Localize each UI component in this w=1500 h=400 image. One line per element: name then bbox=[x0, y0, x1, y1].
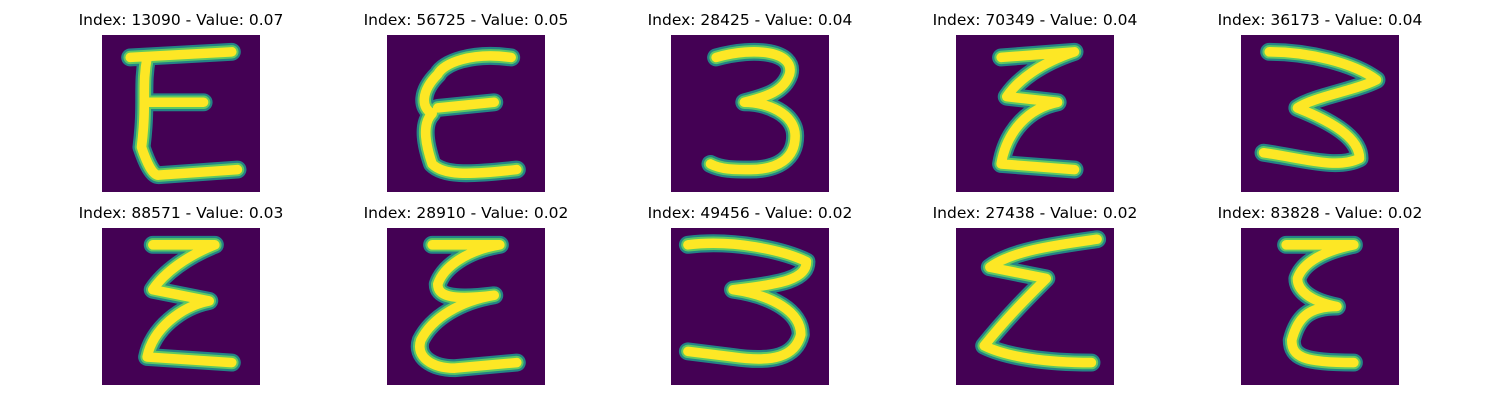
tile-5: Index: 36173 - Value: 0.04 bbox=[1218, 11, 1422, 192]
digit-stroke bbox=[1258, 47, 1382, 168]
digit-image bbox=[956, 228, 1114, 385]
tile-title: Index: 49456 - Value: 0.02 bbox=[647, 204, 853, 222]
tile-title: Index: 13090 - Value: 0.07 bbox=[78, 11, 284, 29]
digit-image bbox=[956, 35, 1114, 192]
tile-9: Index: 27438 - Value: 0.02 bbox=[933, 204, 1137, 385]
tile-title: Index: 83828 - Value: 0.02 bbox=[1217, 204, 1423, 222]
digit-stroke bbox=[1281, 240, 1359, 368]
digit-stroke bbox=[419, 51, 522, 179]
tile-4: Index: 70349 - Value: 0.04 bbox=[933, 11, 1137, 192]
digit-image bbox=[102, 35, 260, 192]
digit-image bbox=[387, 35, 545, 192]
tile-1: Index: 13090 - Value: 0.07 bbox=[79, 11, 283, 192]
digit-image bbox=[1241, 228, 1399, 385]
tile-8: Index: 49456 - Value: 0.02 bbox=[648, 204, 852, 385]
tile-title: Index: 70349 - Value: 0.04 bbox=[932, 11, 1138, 29]
digit-stroke bbox=[415, 240, 522, 373]
digit-stroke bbox=[125, 47, 243, 180]
digit-image bbox=[102, 228, 260, 385]
tile-title: Index: 88571 - Value: 0.03 bbox=[78, 204, 284, 222]
digit-stroke bbox=[705, 47, 800, 175]
digit-image bbox=[1241, 35, 1399, 192]
tile-title: Index: 36173 - Value: 0.04 bbox=[1217, 11, 1423, 29]
tile-2: Index: 56725 - Value: 0.05 bbox=[364, 11, 568, 192]
tile-7: Index: 28910 - Value: 0.02 bbox=[364, 204, 568, 385]
digit-image bbox=[387, 228, 545, 385]
tile-title: Index: 28910 - Value: 0.02 bbox=[363, 204, 569, 222]
digit-image bbox=[671, 35, 829, 192]
tile-title: Index: 28425 - Value: 0.04 bbox=[647, 11, 853, 29]
tile-3: Index: 28425 - Value: 0.04 bbox=[648, 11, 852, 192]
tile-title: Index: 56725 - Value: 0.05 bbox=[363, 11, 569, 29]
digit-stroke bbox=[979, 234, 1102, 368]
digit-image bbox=[671, 228, 829, 385]
digit-stroke bbox=[996, 47, 1080, 175]
tile-title: Index: 27438 - Value: 0.02 bbox=[932, 204, 1138, 222]
digit-stroke bbox=[142, 240, 237, 368]
tile-6: Index: 88571 - Value: 0.03 bbox=[79, 204, 283, 385]
digit-stroke bbox=[683, 238, 812, 364]
tile-10: Index: 83828 - Value: 0.02 bbox=[1218, 204, 1422, 385]
